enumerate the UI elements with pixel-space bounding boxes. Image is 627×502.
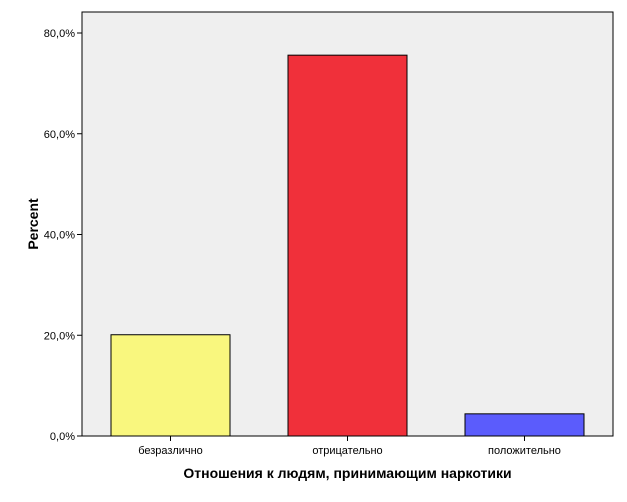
y-axis-title: Percent	[25, 198, 41, 250]
bars-group	[110, 54, 585, 437]
y-tick-label: 0,0%	[50, 431, 75, 443]
y-tick-label: 20,0%	[44, 330, 75, 342]
y-tick-label: 60,0%	[44, 129, 75, 141]
bar-3	[464, 413, 585, 437]
bar-2	[287, 54, 408, 437]
y-tick-label: 40,0%	[44, 230, 75, 242]
x-axis-title: Отношения к людям, принимающим наркотики	[183, 465, 511, 481]
bar-1	[110, 334, 231, 437]
y-axis: 0,0% 20,0% 40,0% 60,0% 80,0%	[44, 28, 82, 443]
x-tick-label: безразлично	[138, 445, 203, 457]
x-tick-label: положительно	[488, 445, 561, 457]
x-axis: безразлично отрицательно положительно	[138, 436, 561, 457]
y-tick-label: 80,0%	[44, 28, 75, 40]
x-tick-label: отрицательно	[312, 445, 382, 457]
